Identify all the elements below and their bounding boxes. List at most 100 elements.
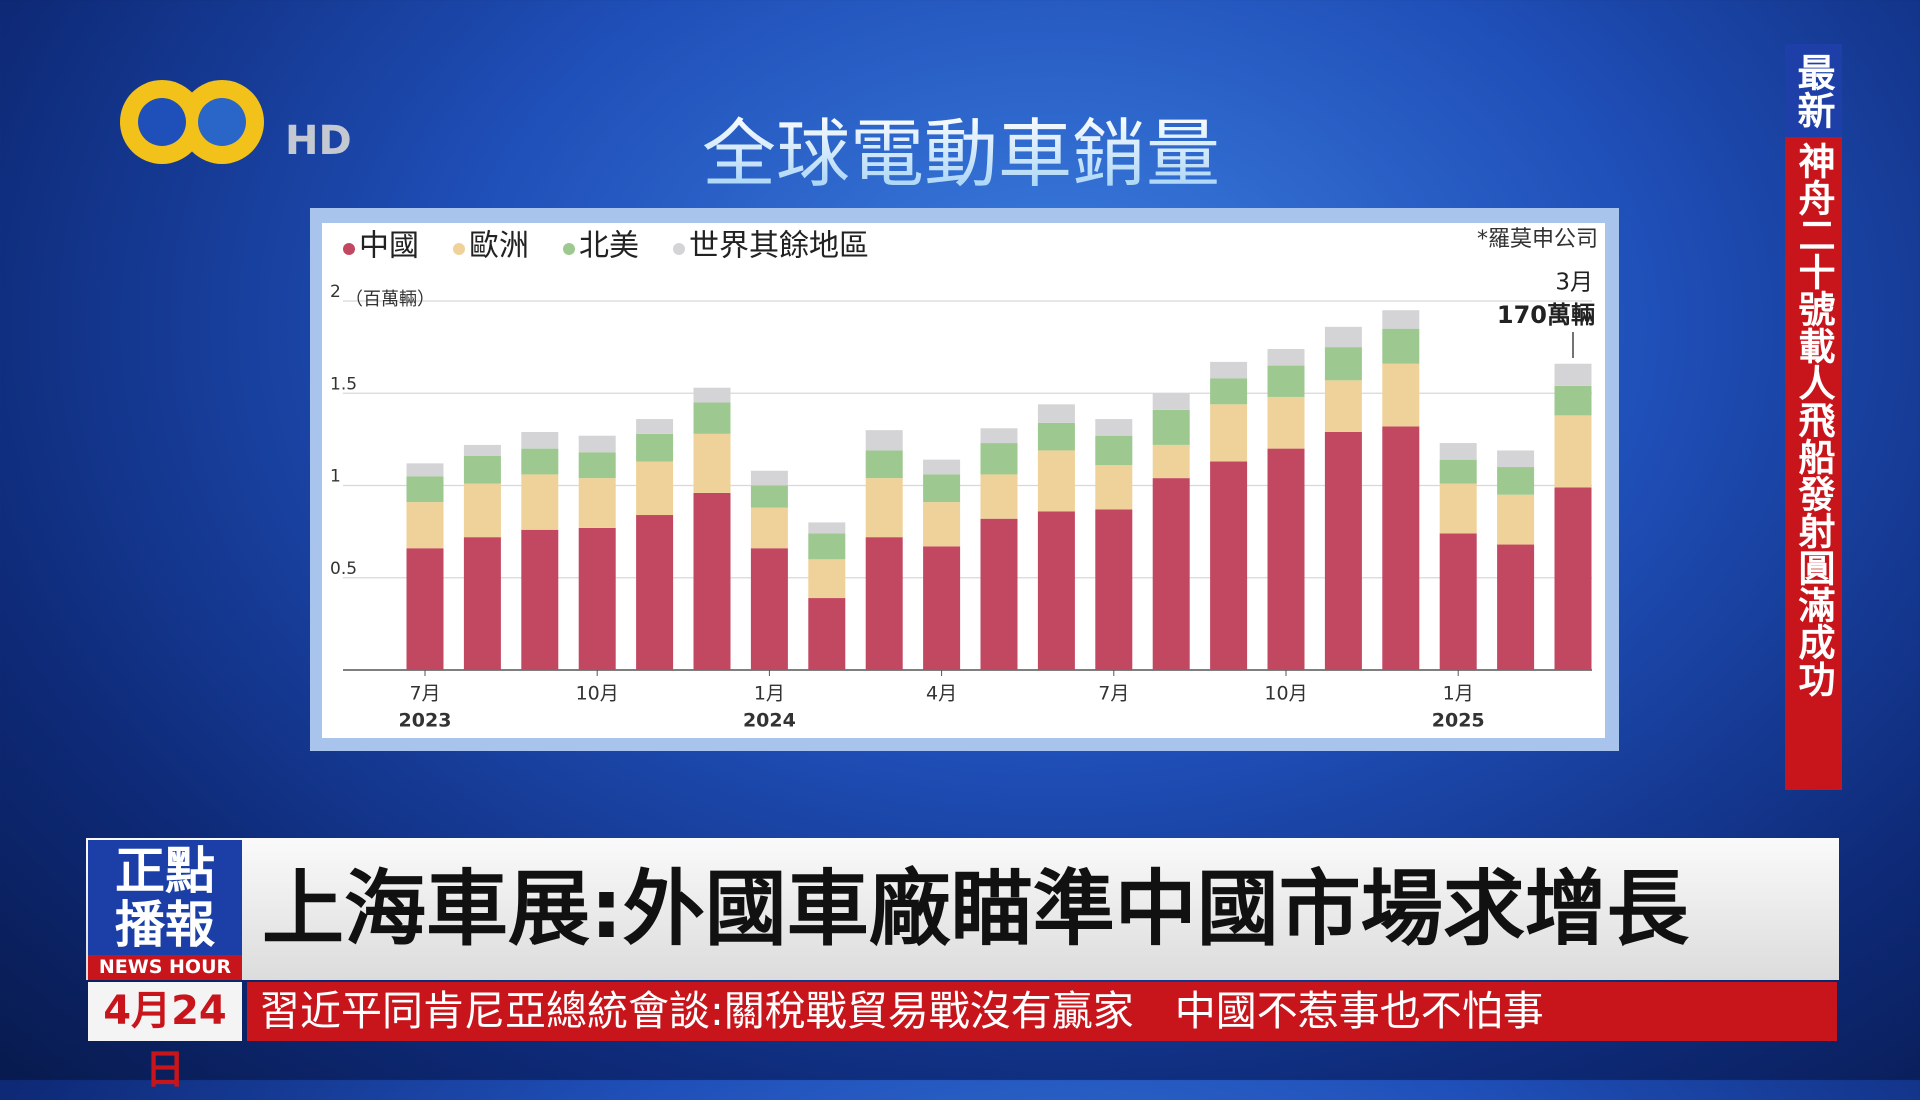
bar-segment <box>1439 483 1477 534</box>
bar-segment <box>406 476 444 503</box>
x-year-label: 2023 <box>399 710 452 732</box>
bar-segment <box>808 598 846 670</box>
bar-segment <box>693 402 731 434</box>
y-tick-label: 1 <box>330 467 341 487</box>
bar-segment <box>578 478 616 528</box>
bar-segment <box>578 527 616 670</box>
bar-segment <box>750 548 788 670</box>
bar-segment <box>1210 461 1248 670</box>
bar-segment <box>865 430 903 451</box>
x-year-label: 2024 <box>743 710 796 732</box>
bar-segment <box>521 529 559 670</box>
bar-segment <box>865 450 903 479</box>
bar-segment <box>1210 378 1248 405</box>
bar-segment <box>463 444 501 456</box>
side-tag: 最新 <box>1785 44 1842 137</box>
bar-segment <box>1267 365 1305 397</box>
bar-segment <box>693 492 731 670</box>
bar-segment <box>1267 348 1305 366</box>
bar-segment <box>463 455 501 484</box>
bar-segment <box>1095 419 1133 436</box>
annotation-month: 3月 <box>1555 270 1593 296</box>
bar-segment <box>463 483 501 538</box>
chart-title: 全球電動車銷量 <box>702 112 1220 198</box>
bar-segment <box>1439 459 1477 484</box>
legend-swatch <box>563 243 575 255</box>
x-tick-label: 1月 <box>1443 683 1474 705</box>
bar-segment <box>521 448 559 475</box>
bar-segment <box>463 537 501 670</box>
bar-segment <box>1267 396 1305 449</box>
bar-segment <box>1324 326 1362 348</box>
bar-segment <box>1324 431 1362 670</box>
bar-segment <box>750 507 788 549</box>
y-tick-label: 2 <box>330 282 341 302</box>
legend-swatch <box>453 243 465 255</box>
bar-segment <box>1324 347 1362 381</box>
ticker: 習近平同肯尼亞總統會談:關稅戰貿易戰沒有贏家 中國不惹事也不怕事 <box>247 982 1837 1041</box>
bar-segment <box>1497 467 1535 495</box>
bar-segment <box>693 387 731 403</box>
bar-segment <box>1497 494 1535 545</box>
bar-segment <box>1439 533 1477 670</box>
bar-segment <box>808 533 846 560</box>
bar-segment <box>980 428 1018 444</box>
bar-segment <box>980 443 1018 475</box>
headline: 上海車展:外國車廠瞄準中國市場求增長 <box>262 862 1689 957</box>
bar-segment <box>1037 511 1075 670</box>
bar-segment <box>808 522 846 534</box>
legend-label: 中國 <box>359 229 419 264</box>
bar-segment <box>521 431 559 449</box>
program-bottom: 播報 <box>115 896 215 954</box>
bar-segment <box>1152 478 1190 670</box>
side-news: 神舟二十號載人飛船發射圓滿成功 <box>1792 142 1835 697</box>
bar-segment <box>1095 509 1133 670</box>
side-banner: 最新 神舟二十號載人飛船發射圓滿成功 <box>1785 44 1842 790</box>
bar-segment <box>1037 404 1075 423</box>
bar-segment <box>693 433 731 493</box>
bar-segment <box>980 474 1018 519</box>
y-tick-label: 1.5 <box>330 374 357 394</box>
bar-segment <box>923 459 961 475</box>
bar-segment <box>521 474 559 530</box>
bar-segment <box>923 502 961 547</box>
legend-swatch <box>673 243 685 255</box>
bar-segment <box>1497 450 1535 468</box>
program-box: 正點 播報 NEWS HOUR <box>88 840 242 980</box>
x-year-label: 2025 <box>1432 710 1485 732</box>
bar-segment <box>1210 361 1248 379</box>
bar-segment <box>1554 385 1592 416</box>
logo <box>120 80 264 164</box>
bar-segment <box>980 518 1018 670</box>
y-tick-label: 0.5 <box>330 559 357 579</box>
bar-segment <box>1152 409 1190 445</box>
bar-segment <box>1554 363 1592 386</box>
bar-segment <box>636 419 674 434</box>
bar-segment <box>1037 422 1075 451</box>
bar-segment <box>578 452 616 479</box>
bar-segment <box>406 548 444 670</box>
logo-text: HD <box>285 118 352 164</box>
legend-label: 世界其餘地區 <box>689 229 869 264</box>
x-tick-label: 1月 <box>754 683 785 705</box>
x-tick-label: 7月 <box>1098 683 1129 705</box>
bar-segment <box>1267 448 1305 670</box>
bar-segment <box>1382 328 1420 364</box>
bar-segment <box>1554 415 1592 488</box>
date: 4月24日 <box>88 982 242 1093</box>
x-tick-label: 10月 <box>576 683 619 705</box>
annotation-text: 170萬輛 <box>1497 301 1595 329</box>
bar-segment <box>808 559 846 599</box>
bar-segment <box>1382 363 1420 427</box>
bar-segment <box>1037 450 1075 512</box>
program-en: NEWS HOUR <box>88 955 242 980</box>
bar-segment <box>750 485 788 508</box>
y-unit: （百萬輛） <box>345 289 435 310</box>
bar-segment <box>406 502 444 549</box>
x-tick-label: 4月 <box>926 683 957 705</box>
bar-segment <box>1382 426 1420 670</box>
legend-label: 北美 <box>579 229 639 264</box>
headline-bar <box>86 838 1839 980</box>
program-top: 正點 <box>115 842 215 900</box>
